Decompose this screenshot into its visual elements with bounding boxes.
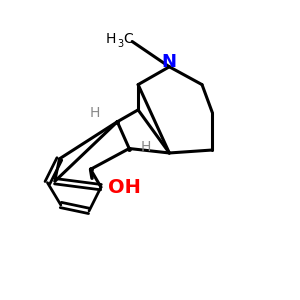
Text: C: C — [123, 32, 133, 46]
Text: OH: OH — [108, 178, 141, 197]
Text: 3: 3 — [117, 39, 123, 49]
Text: N: N — [162, 53, 177, 71]
Text: H: H — [105, 32, 116, 46]
Text: H: H — [90, 106, 100, 120]
Text: H: H — [140, 140, 151, 154]
